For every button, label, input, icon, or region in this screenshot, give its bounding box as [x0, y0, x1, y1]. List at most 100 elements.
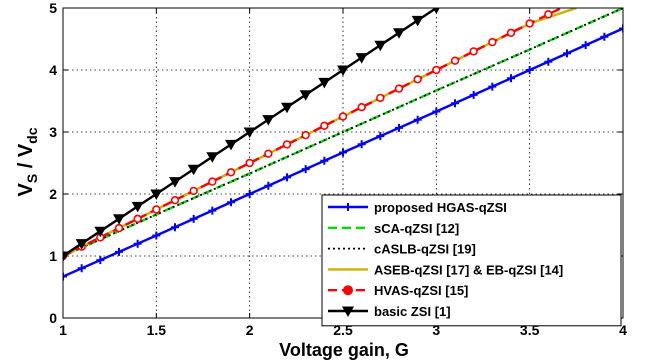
legend-entry: basic ZSI [1] — [328, 304, 451, 319]
plus-marker — [619, 24, 623, 33]
plus-marker — [227, 198, 235, 207]
plus-marker — [413, 115, 422, 124]
triangle-marker — [206, 152, 219, 163]
triangle-marker — [243, 127, 256, 138]
circle-marker — [226, 168, 236, 177]
y-axis-title: VS / Vdc — [15, 127, 40, 196]
series-4 — [63, 8, 562, 261]
x-tick-label: 1 — [59, 322, 67, 338]
circle-marker — [338, 112, 348, 121]
series-5 — [63, 8, 440, 262]
plus-marker — [563, 49, 571, 58]
legend-entry: sCA-qZSI [12] — [328, 221, 459, 236]
plus-marker — [171, 223, 179, 232]
triangle-marker — [262, 115, 275, 126]
legend-label: basic ZSI [1] — [374, 304, 451, 319]
circle-marker — [488, 37, 497, 47]
circle-marker — [264, 149, 273, 158]
circle-marker — [376, 93, 385, 103]
plus-marker — [320, 156, 329, 165]
triangle-marker — [169, 177, 181, 188]
triangle-marker — [150, 189, 163, 200]
circle-marker — [133, 214, 142, 224]
circle-marker — [282, 140, 292, 149]
triangle-marker — [374, 40, 387, 52]
circle-marker — [208, 177, 217, 186]
plus-marker — [544, 57, 553, 66]
legend-label: cASLB-qZSI [19] — [374, 242, 476, 257]
plus-marker — [63, 272, 67, 281]
plus-marker — [115, 247, 123, 256]
circle-marker — [152, 205, 161, 214]
y-tick-label: 1 — [49, 248, 57, 264]
y-tick-label: 5 — [49, 0, 57, 16]
plus-marker — [507, 74, 515, 83]
circle-marker — [301, 130, 310, 140]
plus-marker — [245, 190, 254, 198]
triangle-marker — [75, 239, 88, 250]
plus-marker — [77, 264, 86, 273]
plus-marker — [600, 32, 609, 41]
triangle-marker — [342, 306, 354, 317]
legend-label: ASEB-qZSI [17] & EB-qZSI [14] — [374, 262, 563, 277]
legend-entry: cASLB-qZSI [19] — [328, 242, 476, 257]
triangle-marker — [393, 28, 405, 39]
plus-marker — [357, 140, 366, 149]
legend-label: proposed HGAS-qZSI — [374, 200, 507, 215]
legend-entry: HVAS-qZSI [15] — [328, 283, 468, 298]
x-tick-label: 1.5 — [147, 322, 167, 338]
plus-marker — [283, 173, 291, 182]
triangle-marker — [131, 201, 144, 213]
plus-marker — [451, 99, 459, 108]
plus-marker — [133, 239, 142, 248]
legend-label: sCA-qZSI [12] — [374, 221, 459, 236]
legend-box — [321, 194, 622, 327]
triangle-marker — [411, 15, 424, 27]
plus-marker — [189, 214, 198, 223]
plus-marker — [208, 206, 217, 215]
plus-marker — [344, 203, 352, 211]
triangle-marker — [225, 139, 237, 151]
plus-marker — [395, 123, 403, 132]
plus-marker — [96, 256, 105, 265]
triangle-marker — [187, 164, 200, 176]
y-tick-label: 2 — [49, 186, 57, 202]
y-tick-label: 0 — [49, 310, 57, 326]
circle-marker — [114, 223, 124, 233]
plus-marker — [581, 41, 590, 50]
plus-marker — [152, 231, 161, 240]
plus-marker — [432, 107, 441, 116]
triangle-marker — [94, 226, 107, 238]
circle-marker — [469, 47, 478, 56]
circle-marker — [170, 196, 180, 205]
legend: proposed HGAS-qZSI sCA-qZSI [12] cASLB-qZS… — [321, 194, 622, 327]
circle-marker — [189, 186, 198, 196]
plus-marker — [488, 82, 497, 91]
circle-marker — [413, 75, 422, 84]
circle-marker — [245, 158, 254, 168]
plus-marker — [339, 148, 347, 157]
legend-entry: proposed HGAS-qZSI — [328, 200, 507, 215]
triangle-marker — [63, 251, 69, 262]
series-2 — [63, 8, 623, 257]
plus-marker — [469, 90, 478, 99]
circle-marker — [525, 19, 534, 28]
legend-entry: ASEB-qZSI [17] & EB-qZSI [14] — [328, 262, 563, 277]
triangle-marker — [318, 77, 331, 89]
plus-marker — [301, 165, 310, 174]
series-line — [63, 8, 623, 257]
plus-marker — [264, 181, 273, 190]
circle-marker — [320, 121, 329, 131]
plus-marker — [525, 66, 534, 74]
triangle-marker — [337, 65, 349, 76]
plus-marker — [376, 132, 385, 141]
circle-marker — [450, 56, 460, 65]
circle-marker — [343, 285, 353, 296]
circle-marker — [432, 65, 441, 75]
triangle-marker — [355, 53, 368, 64]
legend-label: HVAS-qZSI [15] — [374, 283, 468, 298]
triangle-marker — [299, 90, 312, 101]
y-tick-label: 4 — [49, 62, 57, 78]
